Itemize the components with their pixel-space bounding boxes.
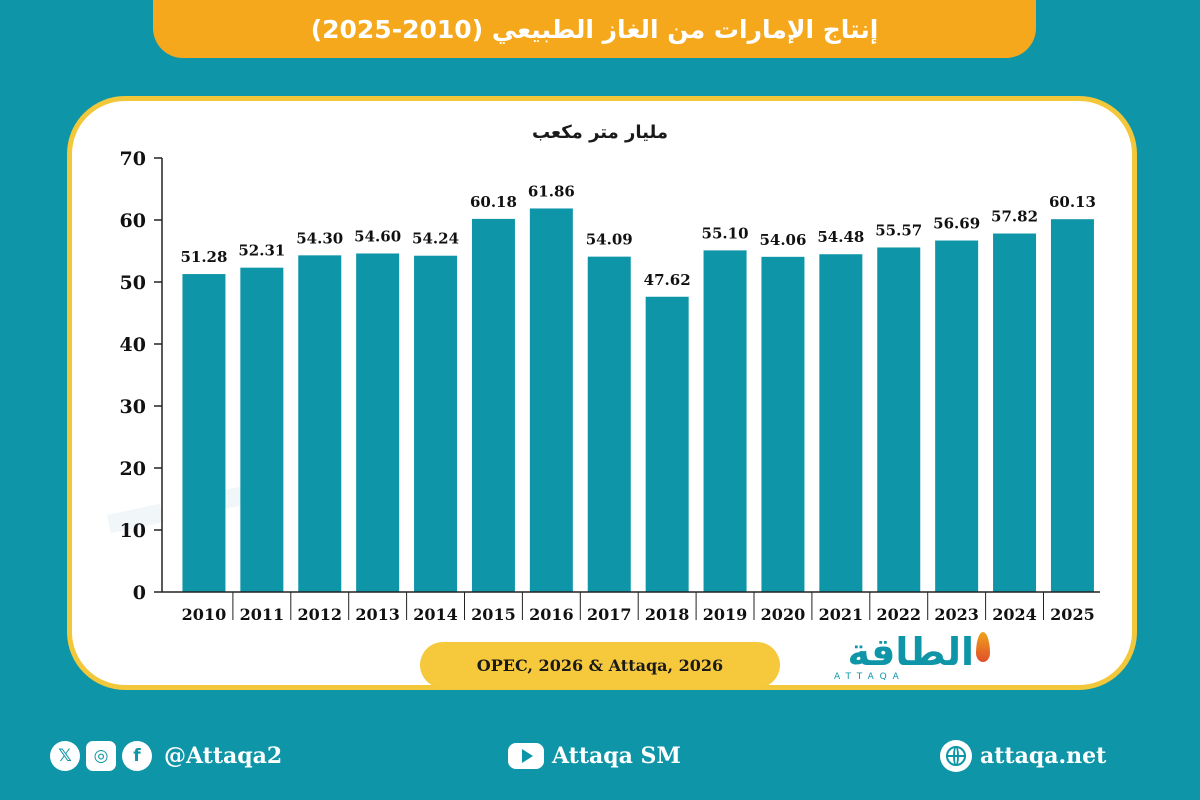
unit-label: مليار متر مكعب	[532, 122, 668, 143]
x-tick-label: 2025	[1050, 605, 1095, 624]
x-tick-label: 2021	[819, 605, 864, 624]
bar-value-label: 56.69	[933, 215, 980, 233]
x-tick-label: 2024	[992, 605, 1037, 624]
bar	[819, 254, 863, 592]
bar	[471, 218, 515, 592]
bar-value-label: 52.31	[238, 242, 285, 260]
facebook-icon[interactable]: f	[122, 741, 152, 771]
x-tick-label: 2015	[471, 605, 516, 624]
bar	[645, 296, 689, 592]
footer-social: 𝕏 ◎ f @Attaqa2	[50, 736, 282, 776]
x-tick-label: 2013	[355, 605, 400, 624]
footer-youtube: Attaqa SM	[508, 736, 681, 776]
bar	[1050, 219, 1094, 592]
footer-website: attaqa.net	[940, 736, 1106, 776]
y-tick-label: 50	[120, 272, 146, 294]
x-tick-label: 2023	[934, 605, 979, 624]
y-tick-label: 70	[120, 148, 146, 170]
y-tick-label: 0	[133, 582, 146, 604]
x-tick-label: 2010	[182, 605, 227, 624]
x-axis: 2010 2011 2012 2013 2014 2015 2016 2017 2018 2019…	[162, 591, 1100, 624]
x-icon[interactable]: 𝕏	[50, 741, 80, 771]
bar	[240, 267, 284, 592]
title-banner: إنتاج الإمارات من الغاز الطبيعي (2010-20…	[153, 0, 1036, 58]
bar	[935, 240, 979, 592]
youtube-icon[interactable]	[508, 743, 544, 769]
y-tick-label: 20	[120, 458, 146, 480]
bar	[356, 253, 400, 593]
logo-latin: ATTAQA	[834, 672, 905, 682]
bar-value-label: 54.09	[586, 231, 633, 249]
bar-value-label: 51.28	[180, 248, 227, 266]
globe-icon[interactable]	[940, 740, 972, 772]
y-tick-label: 30	[120, 396, 146, 418]
bar-value-label: 57.82	[991, 208, 1038, 226]
website-link[interactable]: attaqa.net	[980, 743, 1107, 769]
y-tick-label: 40	[120, 334, 146, 356]
bar-value-label: 55.57	[875, 221, 922, 239]
x-tick-label: 2019	[703, 605, 748, 624]
y-axis: 0 10 20 30 40 50 60 70	[120, 148, 163, 604]
bar-value-label: 60.18	[470, 193, 517, 211]
bar	[298, 255, 342, 592]
bar	[761, 256, 805, 592]
x-tick-label: 2017	[587, 605, 632, 624]
bar-value-label: 54.60	[354, 227, 401, 245]
source-pill: OPEC, 2026 & Attaqa, 2026	[420, 642, 780, 688]
flame-drop-icon	[976, 632, 990, 662]
logo-arabic: الطاقة	[847, 630, 974, 674]
bar	[993, 233, 1037, 593]
bars: 51.28 52.31 54.30 54.60 54.24 60.18 61.86 54.09…	[180, 182, 1096, 593]
chart-title: إنتاج الإمارات من الغاز الطبيعي (2010-20…	[310, 14, 879, 44]
bar	[587, 256, 631, 592]
x-tick-label: 2020	[761, 605, 806, 624]
bar-value-label: 55.10	[702, 224, 749, 242]
bar	[529, 208, 573, 592]
attaqa-logo: الطاقة ATTAQA	[826, 630, 996, 688]
bar	[877, 247, 921, 592]
youtube-label[interactable]: Attaqa SM	[552, 743, 681, 769]
bar-value-label: 60.13	[1049, 193, 1096, 211]
x-tick-label: 2014	[413, 605, 458, 624]
x-tick-label: 2022	[876, 605, 921, 624]
social-handle[interactable]: @Attaqa2	[164, 743, 283, 769]
bar-value-label: 54.48	[817, 228, 864, 246]
bar-value-label: 54.06	[759, 231, 806, 249]
y-tick-label: 60	[120, 210, 146, 232]
bar	[703, 250, 747, 592]
x-tick-label: 2016	[529, 605, 574, 624]
y-tick-label: 10	[120, 520, 146, 542]
bar-value-label: 47.62	[644, 271, 691, 289]
x-tick-label: 2012	[297, 605, 342, 624]
x-tick-label: 2011	[240, 605, 285, 624]
bar	[414, 255, 458, 592]
bar-value-label: 61.86	[528, 182, 575, 200]
bar-value-label: 54.24	[412, 230, 459, 248]
bar	[182, 274, 226, 592]
bar-value-label: 54.30	[296, 229, 343, 247]
instagram-icon[interactable]: ◎	[86, 741, 116, 771]
x-tick-label: 2018	[645, 605, 690, 624]
source-text: OPEC, 2026 & Attaqa, 2026	[476, 655, 724, 675]
